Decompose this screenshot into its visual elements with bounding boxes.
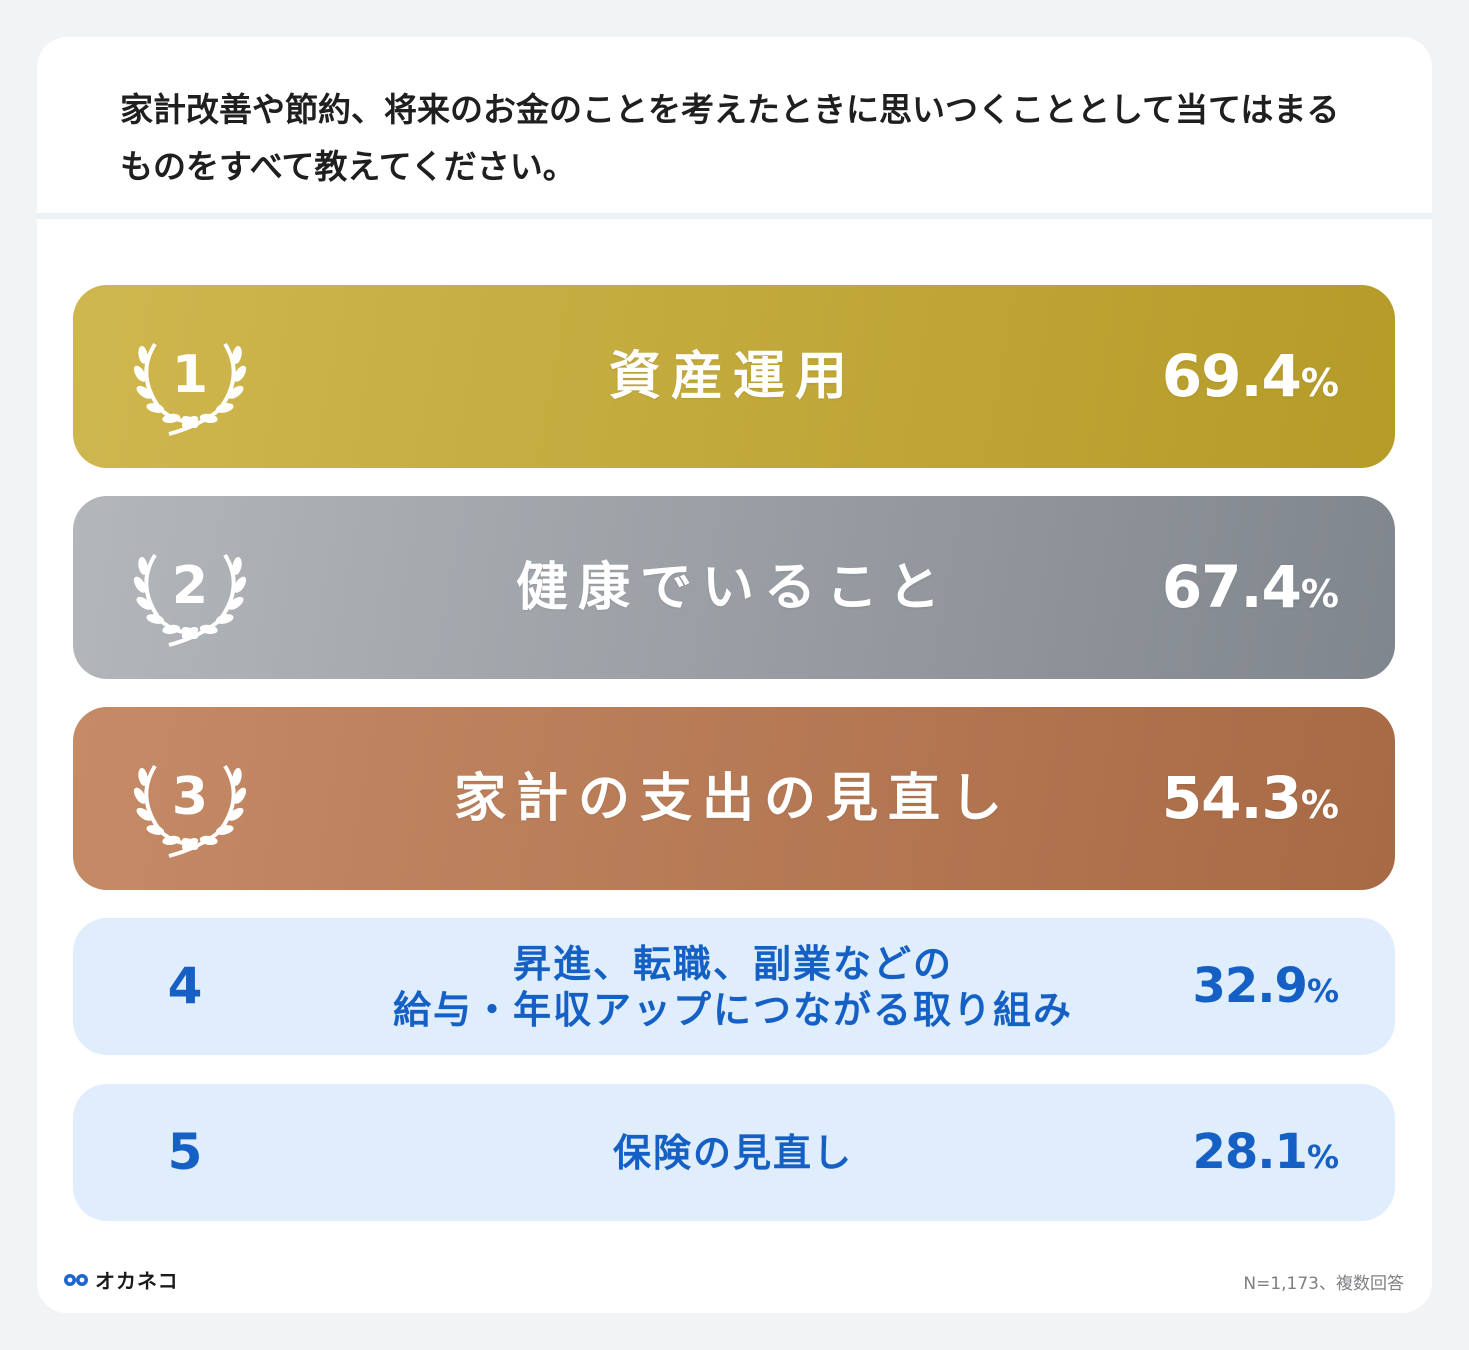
rank-bar-3: 3 家計の支出の見直し 54.3%	[73, 707, 1395, 890]
bar-value-number: 28.1	[1192, 1123, 1308, 1180]
brand-logo: オカネコ	[63, 1265, 179, 1294]
divider	[37, 213, 1432, 219]
bar-value-unit: %	[1306, 971, 1339, 1010]
rank-medal-3: 3	[127, 736, 253, 862]
glasses-logo-icon	[64, 1273, 88, 1286]
bar-label-line: 家計の支出の見直し	[453, 768, 1012, 829]
rank-medal-2: 2	[127, 525, 253, 651]
bar-value-unit: %	[1306, 1137, 1339, 1176]
rank-bar-4: 4 昇進、転職、副業などの 給与・年収アップにつながる取り組み 32.9%	[73, 918, 1395, 1055]
bar-value-unit: %	[1300, 360, 1339, 405]
bar-label-line: 健康でいること	[515, 557, 950, 618]
brand-name: オカネコ	[95, 1269, 179, 1293]
rank-bar-5: 5 保険の見直し 28.1%	[73, 1084, 1395, 1221]
bar-value-number: 54.3	[1161, 763, 1302, 832]
bar-value-unit: %	[1300, 571, 1339, 616]
bar-value: 28.1%	[1193, 1124, 1340, 1180]
bar-value-number: 67.4	[1161, 552, 1302, 621]
rank-number: 2	[172, 556, 208, 616]
bar-label: 家計の支出の見直し	[353, 768, 1113, 830]
question-title: 家計改善や節約、将来のお金のことを考えたときに思いつくこととして当てはまるものを…	[120, 90, 1340, 186]
rank-number: 1	[172, 345, 208, 405]
rank-medal-1: 1	[127, 314, 253, 440]
bar-label-line: 昇進、転職、副業などの	[512, 941, 953, 986]
rank-bar-2: 2 健康でいること 67.4%	[73, 496, 1395, 679]
bar-value-unit: %	[1300, 782, 1339, 827]
bar-label: 健康でいること	[353, 557, 1113, 619]
bar-label: 昇進、転職、副業などの 給与・年収アップにつながる取り組み	[353, 941, 1113, 1033]
bar-label-line: 資産運用	[608, 346, 857, 407]
rank-number: 4	[167, 956, 203, 1015]
bar-value: 69.4%	[1162, 342, 1339, 410]
rank-bar-1: 1 資産運用 69.4%	[73, 285, 1395, 468]
bar-value: 54.3%	[1162, 764, 1339, 832]
bar-label: 資産運用	[353, 346, 1113, 408]
laurel-wreath-icon: 1	[133, 342, 247, 436]
bar-label-line: 給与・年収アップにつながる取り組み	[392, 987, 1073, 1032]
sample-note: N=1,173、複数回答	[1243, 1274, 1404, 1294]
ranking-chart: 1 資産運用 69.4% 2 健康でいること 67.4% 3 家計の支出の見直し 54.3% 4 昇…	[37, 37, 1432, 1313]
laurel-wreath-icon: 2	[133, 553, 247, 647]
bar-label: 保険の見直し	[353, 1130, 1113, 1176]
bar-value-number: 69.4	[1161, 341, 1302, 410]
rank-number: 5	[167, 1122, 203, 1181]
bar-value: 32.9%	[1193, 958, 1340, 1014]
bar-value: 67.4%	[1162, 553, 1339, 621]
bar-value-number: 32.9	[1192, 957, 1308, 1014]
bar-label-line: 保険の見直し	[612, 1130, 853, 1175]
laurel-wreath-icon: 3	[133, 764, 247, 858]
rank-number: 3	[172, 767, 208, 827]
survey-card: 家計改善や節約、将来のお金のことを考えたときに思いつくこととして当てはまるものを…	[37, 37, 1432, 1313]
